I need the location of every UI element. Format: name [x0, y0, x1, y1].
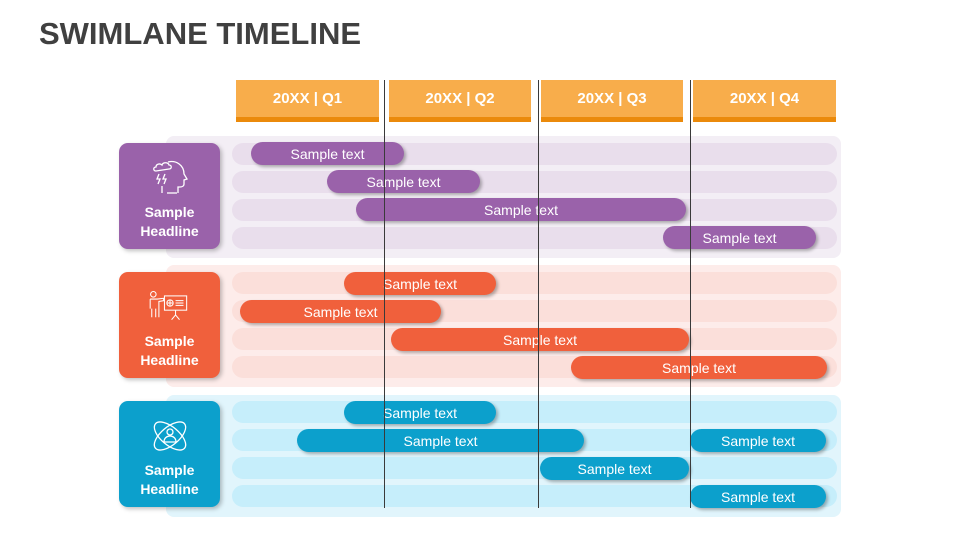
- task-bar[interactable]: Sample text: [690, 429, 826, 452]
- task-bar[interactable]: Sample text: [344, 401, 496, 424]
- task-bar[interactable]: Sample text: [391, 328, 689, 351]
- task-bar[interactable]: Sample text: [327, 170, 480, 193]
- task-bar[interactable]: Sample text: [571, 356, 827, 379]
- task-bar[interactable]: Sample text: [251, 142, 404, 165]
- atom-user-icon: [147, 413, 193, 459]
- presenter-icon: [147, 284, 193, 330]
- lane-2-headline-card: Sample Headline: [119, 272, 220, 378]
- lane-3-track: [232, 401, 837, 423]
- quarter-header-q4: 20XX | Q4: [693, 80, 836, 122]
- task-bar[interactable]: Sample text: [344, 272, 496, 295]
- quarter-header-q3: 20XX | Q3: [541, 80, 683, 122]
- lane-3-headline: Sample Headline: [140, 462, 199, 497]
- page-title: SWIMLANE TIMELINE: [39, 16, 362, 51]
- quarter-divider: [384, 80, 385, 508]
- lane-1-headline: Sample Headline: [140, 204, 199, 239]
- lane-2-track: [232, 272, 837, 294]
- quarter-divider: [538, 80, 539, 508]
- task-bar[interactable]: Sample text: [297, 429, 584, 452]
- task-bar[interactable]: Sample text: [690, 485, 826, 508]
- task-bar[interactable]: Sample text: [540, 457, 689, 480]
- lane-3-headline-card: Sample Headline: [119, 401, 220, 507]
- quarter-header-q1: 20XX | Q1: [236, 80, 379, 122]
- task-bar[interactable]: Sample text: [240, 300, 441, 323]
- head-storm-icon: [147, 155, 193, 201]
- quarter-divider: [690, 80, 691, 508]
- quarter-header-q2: 20XX | Q2: [389, 80, 531, 122]
- task-bar[interactable]: Sample text: [356, 198, 686, 221]
- lane-1-track: [232, 171, 837, 193]
- lane-3-track: [232, 485, 837, 507]
- task-bar[interactable]: Sample text: [663, 226, 816, 249]
- lane-3-track: [232, 457, 837, 479]
- lane-1-headline-card: Sample Headline: [119, 143, 220, 249]
- lane-2-headline: Sample Headline: [140, 333, 199, 368]
